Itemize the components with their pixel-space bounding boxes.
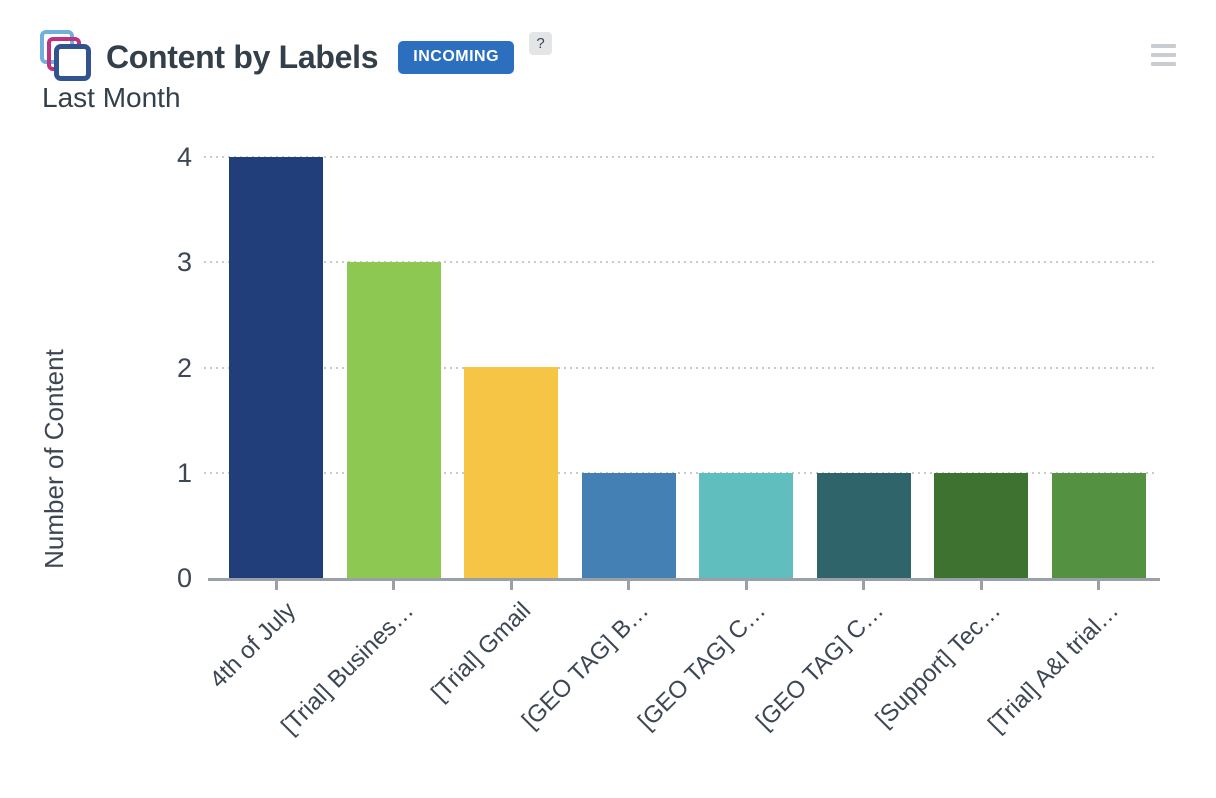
bar-3[interactable] — [464, 367, 558, 578]
x-tick — [275, 581, 278, 590]
y-tick-label: 0 — [176, 563, 192, 593]
x-tick — [510, 581, 513, 590]
menu-bar — [1151, 44, 1176, 48]
x-tick-label[interactable]: [Support] Tec… — [870, 597, 1007, 733]
x-tick-label[interactable]: [Trial] Gmail — [426, 597, 537, 707]
x-tick — [627, 581, 630, 590]
y-tick-label: 2 — [176, 353, 192, 383]
layers-icon-front-square — [54, 44, 91, 81]
x-tick-label[interactable]: [GEO TAG] C… — [750, 597, 890, 736]
hamburger-menu-icon[interactable] — [1151, 44, 1176, 71]
menu-bar — [1151, 62, 1176, 66]
chart-subtitle: Last Month — [42, 82, 181, 113]
x-tick-label[interactable]: [Trial] Busines… — [276, 597, 420, 740]
help-button[interactable]: ? — [529, 32, 553, 55]
x-tick-label[interactable]: [Trial] A&I trial… — [983, 597, 1125, 739]
x-tick-label[interactable]: [GEO TAG] C… — [632, 597, 772, 736]
y-tick-label: 1 — [176, 458, 192, 488]
x-tick — [980, 581, 983, 590]
gridline — [204, 367, 1157, 369]
bar-7[interactable] — [934, 473, 1028, 578]
bar-2[interactable] — [347, 262, 441, 578]
menu-bar — [1151, 53, 1176, 57]
x-tick — [862, 581, 865, 590]
bar-6[interactable] — [817, 473, 911, 578]
layers-icon — [40, 30, 92, 84]
gridline — [204, 261, 1157, 263]
gridline — [204, 472, 1157, 474]
x-tick — [392, 581, 395, 590]
y-axis-title: Number of Content — [39, 349, 69, 569]
y-tick-label: 3 — [176, 247, 192, 277]
bar-1[interactable] — [229, 157, 323, 578]
gridline — [204, 156, 1157, 158]
x-tick-label[interactable]: 4th of July — [204, 597, 302, 694]
gadget-title: Content by Labels — [106, 38, 379, 75]
bar-4[interactable] — [582, 473, 676, 578]
x-tick-label[interactable]: [GEO TAG] B… — [516, 597, 655, 735]
x-tick — [1097, 581, 1100, 590]
bar-8[interactable] — [1052, 473, 1146, 578]
x-axis-line — [208, 578, 1160, 581]
y-tick-label: 4 — [176, 142, 192, 172]
incoming-status-badge: INCOMING — [398, 40, 515, 74]
gadget-header: Content by Labels INCOMING ? — [40, 30, 553, 84]
x-tick — [745, 581, 748, 590]
bar-5[interactable] — [699, 473, 793, 578]
